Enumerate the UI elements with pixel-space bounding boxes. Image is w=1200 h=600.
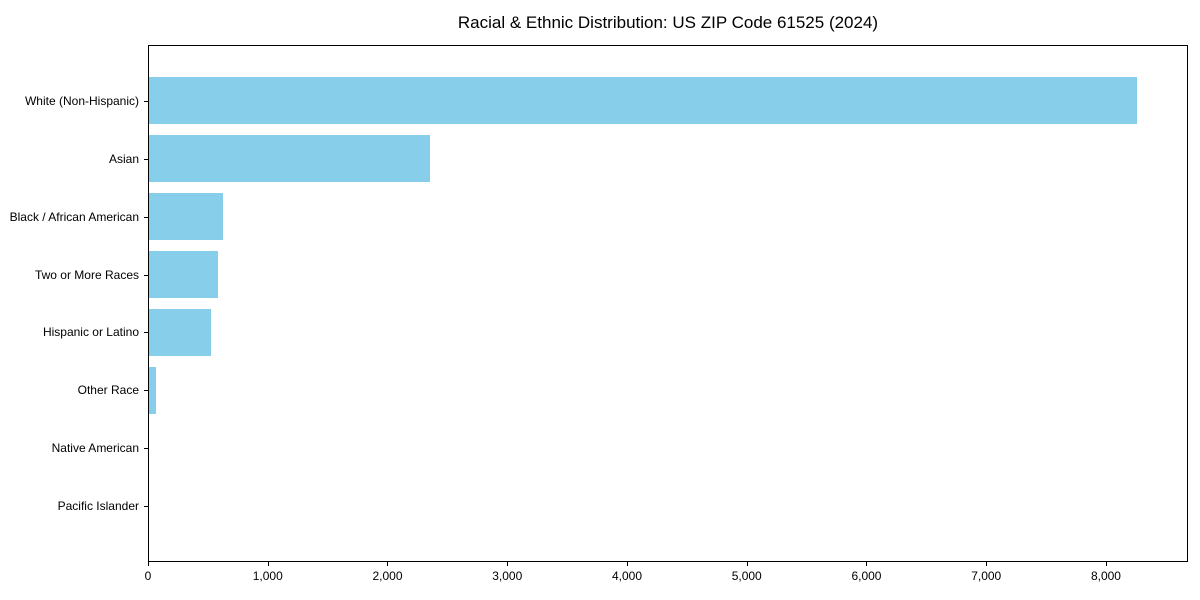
x-tick-mark: [387, 562, 389, 566]
bar-row: Asian: [109, 130, 1187, 188]
y-tick-mark: [144, 274, 148, 276]
y-axis-label: Pacific Islander: [57, 499, 139, 514]
bar-row: White (Non-Hispanic): [25, 72, 1187, 130]
bar: [149, 77, 1138, 125]
bar-row: Pacific Islander: [58, 477, 1187, 535]
bar-row: Other Race: [78, 361, 1187, 419]
x-tick-label: 1,000: [252, 569, 283, 583]
x-tick-label: 2,000: [372, 569, 403, 583]
x-tick-label: 0: [144, 569, 152, 583]
x-axis: 0 1,000 2,000 3,000 4,000 5,000 6,000 7,000 8,00…: [144, 562, 1188, 594]
x-tick-label: 8,000: [1090, 569, 1121, 583]
y-tick-mark: [144, 216, 148, 218]
bar-row: Two or More Races: [35, 246, 1187, 304]
x-tick-mark: [507, 562, 509, 566]
x-tick-label: 4,000: [611, 569, 642, 583]
bar: [149, 366, 157, 414]
x-tick-mark: [746, 562, 748, 566]
x-tick-mark: [267, 562, 269, 566]
x-tick-mark: [1105, 562, 1107, 566]
x-tick-mark: [148, 562, 149, 566]
x-tick-label: 7,000: [971, 569, 1002, 583]
y-tick-mark: [144, 158, 148, 160]
y-tick-mark: [144, 506, 148, 508]
chart-title: Racial & Ethnic Distribution: US ZIP Cod…: [457, 13, 879, 32]
y-axis-label: Black / African American: [9, 209, 139, 224]
y-axis-label: Native American: [51, 441, 139, 456]
y-tick-mark: [144, 332, 148, 334]
x-tick-label: 6,000: [851, 569, 882, 583]
bar: [149, 251, 218, 299]
y-axis-label: Two or More Races: [34, 267, 139, 282]
bar-row: Native American: [52, 419, 1187, 477]
x-tick-mark: [626, 562, 628, 566]
bar: [149, 135, 431, 183]
y-tick-mark: [144, 100, 148, 102]
y-axis-label: Other Race: [77, 383, 139, 398]
x-tick-mark: [986, 562, 988, 566]
bar-row: Hispanic or Latino: [43, 304, 1187, 362]
y-tick-mark: [144, 448, 148, 450]
bar-row: Black / African American: [10, 188, 1187, 246]
plot-area: White (Non-Hispanic) Asian Black / African…: [10, 45, 1188, 562]
x-tick-mark: [866, 562, 868, 566]
bar: [149, 193, 224, 241]
y-axis-label: Asian: [108, 151, 139, 166]
x-tick-label: 5,000: [731, 569, 762, 583]
y-axis-label: White (Non-Hispanic): [24, 93, 139, 108]
y-tick-mark: [144, 390, 148, 392]
bar: [149, 308, 212, 356]
x-tick-label: 3,000: [492, 569, 523, 583]
y-axis-label: Hispanic or Latino: [42, 325, 139, 340]
